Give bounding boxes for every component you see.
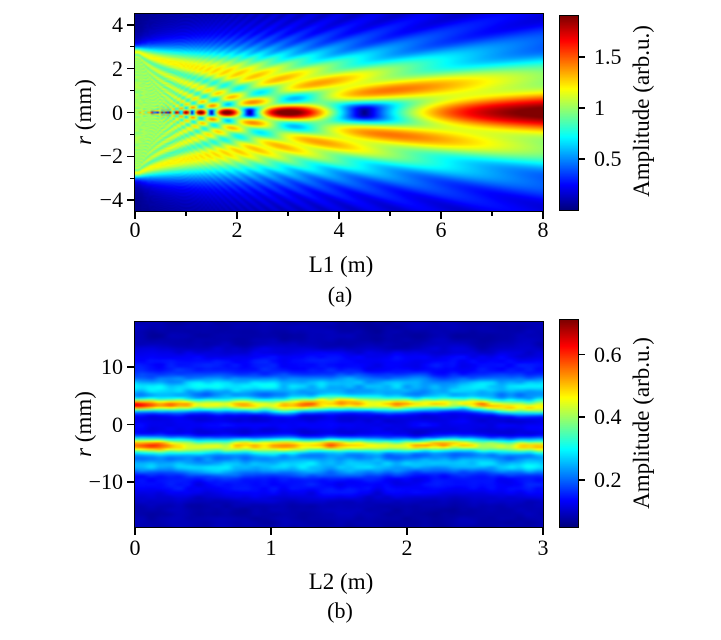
y-minor-tick — [130, 133, 134, 135]
x-major-tick — [134, 528, 136, 535]
y-major-tick — [127, 366, 134, 368]
y-tick-label: 4 — [112, 11, 123, 37]
colorbar-tick — [579, 416, 585, 418]
y-tick-label: 2 — [112, 55, 123, 81]
x-axis-label-a: L1 (m) — [308, 252, 374, 277]
y-tick-label: 0 — [112, 99, 123, 125]
x-tick-label: 2 — [401, 535, 413, 560]
x-tick-label: 4 — [333, 217, 345, 242]
y-axis-label-a-symbol: r — [71, 135, 96, 145]
y-major-tick — [127, 199, 134, 201]
colorbar-tick — [579, 107, 585, 109]
y-tick-label: 10 — [101, 353, 123, 379]
y-tick-label: −10 — [88, 469, 123, 495]
y-axis-label-a: r (mm) — [71, 79, 97, 145]
caption-a: (a) — [327, 282, 353, 307]
x-tick-label: 8 — [537, 217, 549, 242]
x-major-tick — [440, 212, 442, 219]
x-minor-tick — [185, 212, 187, 216]
y-tick-label: −2 — [99, 143, 123, 169]
x-major-tick — [134, 212, 136, 219]
colorbar-label-b: Amplitude (arb.u.) — [629, 337, 654, 509]
x-major-tick — [542, 528, 544, 535]
x-axis-label-b: L2 (m) — [308, 569, 374, 594]
colorbar-tick-label: 0.2 — [594, 466, 622, 492]
y-tick-label: 0 — [112, 411, 123, 437]
y-major-tick — [127, 481, 134, 483]
y-tick-label: −4 — [99, 187, 123, 213]
y-major-tick — [127, 155, 134, 158]
colorbar-tick-label: 1.5 — [594, 43, 622, 69]
x-tick-label: 1 — [265, 535, 277, 560]
y-axis-label-b: r (mm) — [71, 391, 97, 457]
y-minor-tick — [130, 177, 134, 179]
x-major-tick — [338, 212, 340, 219]
colorbar-tick — [579, 158, 585, 160]
x-minor-tick — [491, 212, 493, 216]
colorbar-label-a: Amplitude (arb.u.) — [629, 25, 654, 197]
y-major-tick — [127, 24, 134, 26]
y-axis-label-b-symbol: r — [71, 447, 96, 457]
x-major-tick — [236, 212, 238, 219]
x-tick-label: 6 — [435, 217, 447, 242]
colorbar-tick-label: 1 — [594, 94, 605, 120]
colorbar-tick — [579, 56, 585, 58]
colorbar-tick — [579, 353, 585, 356]
colorbar-tick — [579, 479, 585, 481]
colorbar-a-canvas — [560, 16, 578, 210]
y-axis-label-a-unit: (mm) — [71, 79, 96, 136]
y-minor-tick — [130, 90, 134, 92]
x-minor-tick — [287, 212, 289, 216]
y-major-tick — [127, 423, 134, 426]
colorbar-tick-label: 0.6 — [594, 341, 622, 367]
x-major-tick — [406, 528, 408, 535]
y-minor-tick — [130, 46, 134, 48]
x-major-tick — [270, 528, 272, 535]
heatmap-b-canvas — [135, 322, 543, 527]
y-major-tick — [127, 111, 134, 114]
x-tick-label: 2 — [231, 217, 243, 242]
x-major-tick — [542, 212, 544, 219]
x-minor-tick — [389, 212, 391, 216]
x-tick-label: 3 — [537, 535, 549, 560]
colorbar-tick-label: 0.4 — [594, 404, 622, 430]
y-major-tick — [127, 67, 134, 70]
y-axis-label-b-unit: (mm) — [71, 391, 96, 448]
x-tick-label: 0 — [129, 535, 141, 560]
colorbar-tick-label: 0.5 — [594, 145, 622, 171]
heatmap-a-canvas — [135, 14, 543, 211]
x-tick-label: 0 — [129, 217, 141, 242]
colorbar-b-canvas — [560, 320, 578, 527]
caption-b: (b) — [327, 598, 353, 623]
